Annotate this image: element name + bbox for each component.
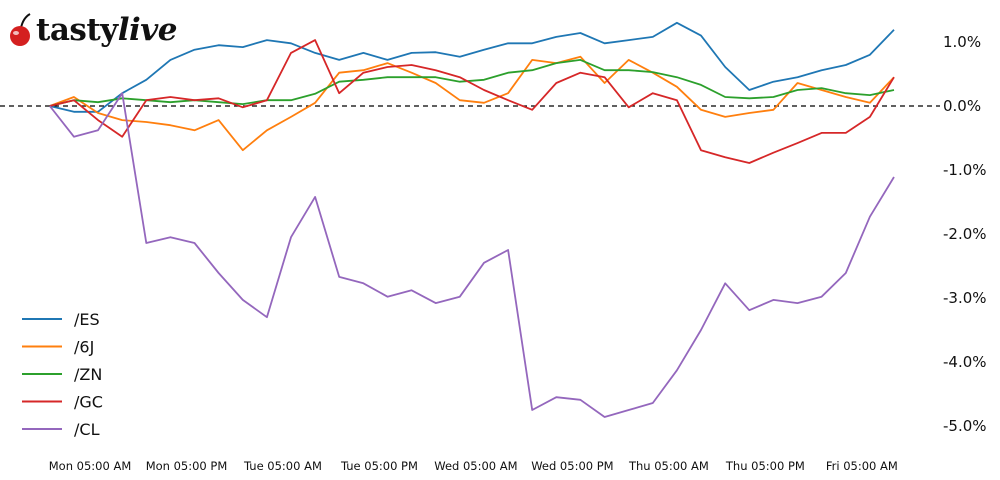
series-line-cl: [49, 92, 895, 418]
x-tick-label: Wed 05:00 PM: [531, 459, 613, 473]
x-tick-label: Wed 05:00 AM: [434, 459, 517, 473]
legend-label: /CL: [74, 420, 100, 439]
x-tick-label: Thu 05:00 PM: [725, 459, 805, 473]
y-tick-label: -1.0%: [943, 161, 987, 179]
x-tick-label: Tue 05:00 AM: [243, 459, 322, 473]
y-tick-label: -5.0%: [943, 417, 987, 435]
x-tick-label: Tue 05:00 PM: [340, 459, 418, 473]
x-tick-label: Mon 05:00 AM: [49, 459, 132, 473]
logo-text: tastylive: [36, 12, 178, 48]
y-tick-label: -2.0%: [943, 225, 987, 243]
legend-label: /ES: [74, 310, 100, 329]
x-tick-label: Thu 05:00 AM: [628, 459, 709, 473]
x-tick-label: Mon 05:00 PM: [146, 459, 228, 473]
series-line-gc: [49, 39, 895, 164]
legend-label: /ZN: [74, 365, 102, 384]
legend-label: /GC: [74, 393, 103, 412]
tastylive-logo: tastylive: [6, 8, 178, 52]
logo-text-main: tasty: [36, 12, 118, 48]
y-tick-label: -4.0%: [943, 353, 987, 371]
y-tick-label: 1.0%: [943, 33, 981, 51]
legend-label: /6J: [74, 338, 94, 357]
cherry-icon: [10, 13, 31, 46]
x-tick-label: Fri 05:00 AM: [826, 459, 898, 473]
logo-text-italic: live: [117, 12, 178, 48]
series-line-6j: [49, 55, 895, 152]
series-line-es: [49, 21, 895, 113]
y-tick-label: -3.0%: [943, 289, 987, 307]
y-tick-label: 0.0%: [943, 97, 981, 115]
